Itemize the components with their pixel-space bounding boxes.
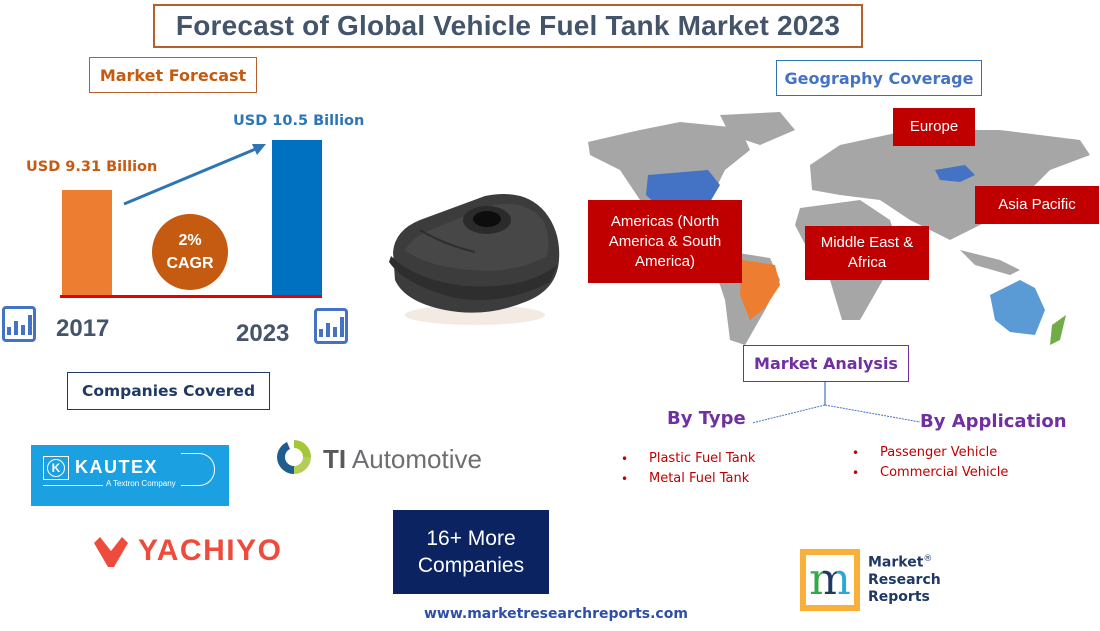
market-analysis-heading: Market Analysis (754, 354, 898, 373)
bar-chart-icon (2, 306, 36, 342)
analysis-connector (751, 382, 921, 424)
mrr-logo-icon: m (800, 549, 860, 611)
by-type-list: • Plastic Fuel Tank • Metal Fuel Tank (621, 449, 755, 489)
usa-highlight (646, 170, 720, 208)
companies-heading: Companies Covered (81, 382, 256, 400)
bar-chart-icon (314, 308, 348, 344)
list-item: • Commercial Vehicle (852, 465, 1009, 480)
region-americas: Americas (North America & South America) (588, 200, 742, 283)
bar-2017-value-label: USD 9.31 Billion (26, 159, 158, 175)
list-item: • Plastic Fuel Tank (621, 451, 756, 466)
market-forecast-heading-box: Market Forecast (89, 57, 257, 93)
mrr-logo-text: Market® Research Reports (868, 554, 941, 605)
chart-baseline (60, 295, 322, 298)
bar-2023 (272, 140, 322, 296)
list-item: • Metal Fuel Tank (621, 471, 750, 486)
by-type-heading: By Type (667, 408, 746, 429)
year-2023-label: 2023 (236, 320, 290, 347)
more-companies-box: 16+ More Companies (393, 510, 549, 594)
market-analysis-heading-box: Market Analysis (743, 345, 909, 382)
page-title-box: Forecast of Global Vehicle Fuel Tank Mar… (153, 4, 863, 48)
cagr-badge: 2% CAGR (152, 214, 228, 290)
kautex-logo: K KAUTEX A Textron Company (31, 445, 229, 506)
geography-heading-box: Geography Coverage (776, 60, 982, 96)
mongolia-highlight (935, 165, 975, 182)
ti-automotive-logo-icon (273, 436, 315, 478)
region-asia-pacific: Asia Pacific (975, 186, 1099, 224)
new-zealand-highlight (1050, 315, 1066, 345)
australia-highlight (990, 280, 1045, 335)
cagr-label: CAGR (166, 255, 214, 272)
yachiyo-name: YACHIYO (138, 534, 283, 567)
geography-heading: Geography Coverage (784, 68, 974, 88)
by-application-list: • Passenger Vehicle • Commercial Vehicle (852, 443, 1008, 483)
bar-2023-value-label: USD 10.5 Billion (233, 113, 365, 129)
kautex-tagline: A Textron Company (106, 479, 176, 488)
website-url[interactable]: www.marketresearchreports.com (424, 606, 688, 622)
bar-2017 (62, 190, 112, 296)
ti-automotive-name: TI Automotive (323, 444, 482, 474)
market-forecast-heading: Market Forecast (99, 65, 247, 85)
kautex-name: KAUTEX (75, 457, 159, 477)
fuel-tank-image (389, 194, 560, 325)
by-application-heading: By Application (920, 411, 1067, 432)
region-middle-east-africa: Middle East & Africa (805, 226, 929, 280)
page-title: Forecast of Global Vehicle Fuel Tank Mar… (175, 10, 841, 41)
growth-arrow-icon (123, 144, 266, 206)
yachiyo-logo-icon (94, 537, 128, 572)
cagr-value: 2% (178, 232, 202, 249)
companies-heading-box: Companies Covered (67, 372, 270, 410)
list-item: • Passenger Vehicle (852, 445, 998, 460)
year-2017-label: 2017 (56, 315, 110, 342)
region-europe: Europe (893, 108, 975, 146)
brazil-highlight (740, 260, 780, 320)
kautex-k-icon: K (43, 456, 69, 480)
